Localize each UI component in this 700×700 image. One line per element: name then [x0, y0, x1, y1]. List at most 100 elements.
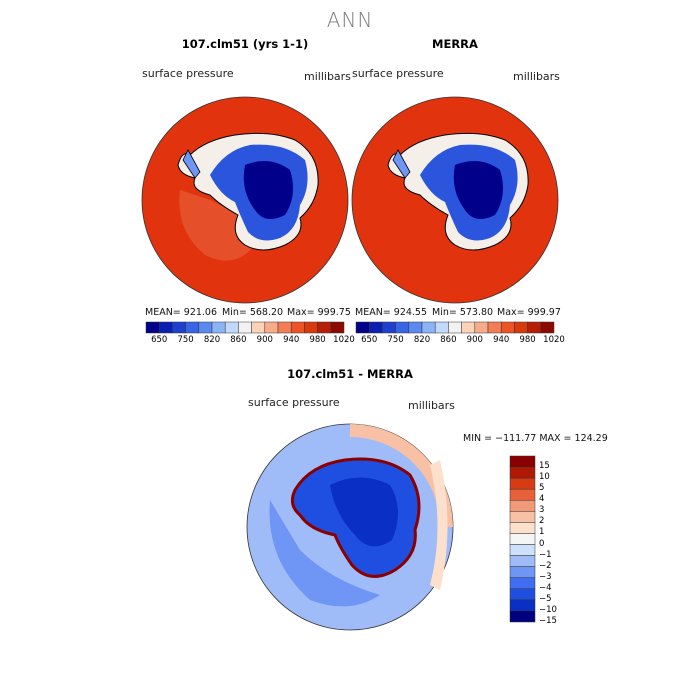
colorbar-swatch [158, 321, 173, 334]
panel-title-diff: 107.clm51 - MERRA [287, 367, 413, 381]
units-label-diff: millibars [408, 399, 455, 412]
units-label-obs: millibars [513, 70, 560, 83]
colorbar-tick-label: −3 [539, 571, 552, 582]
colorbar-swatch [448, 321, 462, 334]
stats-max-obs: Max= 999.97 [497, 307, 561, 318]
colorbar-tick-label: 1020 [543, 335, 565, 345]
colorbar-swatch [290, 321, 305, 334]
colorbar-swatch [509, 522, 536, 534]
stats-min-model: Min= 568.20 [222, 307, 284, 318]
colorbar-tick-label: 980 [519, 335, 536, 345]
colorbar-swatch [509, 610, 536, 623]
colorbar-swatch [172, 321, 186, 334]
units-label-model: millibars [304, 70, 351, 83]
ice-core-model [243, 161, 294, 219]
colorbar-swatch [487, 321, 502, 334]
colorbar-tick-label: 1020 [333, 335, 355, 345]
colorbar-swatch [509, 488, 536, 501]
colorbar-swatch [509, 477, 536, 490]
ocean-anomaly-patch [179, 190, 255, 261]
colorbar-tick-label: 4 [539, 494, 545, 505]
diff-blob-negative [269, 500, 380, 607]
peninsula-model [182, 149, 201, 179]
colorbar-swatch [330, 321, 345, 334]
colorbar-tick-label: 900 [466, 335, 483, 345]
polar-map-model [141, 96, 349, 304]
ice-core-obs [453, 161, 504, 219]
colorbar-model [145, 321, 345, 334]
panel-title-model: 107.clm51 (yrs 1-1) [181, 37, 309, 51]
colorbar-tick-label: −10 [539, 604, 557, 615]
colorbar-swatch [514, 321, 528, 334]
colorbar-swatch [474, 321, 489, 334]
colorbar-swatch [317, 321, 332, 334]
page-title: ANN [326, 8, 374, 32]
colorbar-swatch [509, 500, 536, 512]
panel-title-obs: MERRA [432, 37, 478, 51]
colorbar-tick-label: 820 [413, 335, 431, 345]
field-label-diff: surface pressure [248, 396, 340, 409]
colorbar-tick-label: 940 [283, 335, 300, 345]
colorbar-swatch [509, 588, 536, 601]
colorbar-swatch [540, 321, 555, 334]
colorbar-swatch [509, 455, 536, 468]
colorbar-tick-label: 650 [361, 335, 378, 345]
colorbar-swatch [185, 321, 200, 334]
colorbar-tick-label: 900 [256, 335, 273, 345]
colorbar-tick-label: 3 [539, 505, 545, 516]
colorbar-swatch [211, 321, 226, 334]
colorbar-tick-label: −2 [539, 560, 552, 571]
colorbar-tick-label: 940 [493, 335, 510, 345]
colorbar-swatch [355, 321, 370, 334]
colorbar-tick-label: −15 [539, 616, 557, 626]
colorbar-tick-label: 2 [539, 516, 545, 527]
colorbar-swatch [368, 321, 383, 334]
colorbar-swatch [198, 321, 213, 334]
colorbar-swatch [509, 566, 536, 578]
field-label-obs: surface pressure [352, 67, 444, 80]
colorbar-swatch [509, 544, 536, 556]
stats-mean-obs: MEAN= 924.55 [355, 307, 428, 318]
colorbar-swatch [509, 599, 536, 612]
polar-map-diff [246, 423, 454, 631]
colorbar-tick-label: 0 [539, 538, 545, 549]
colorbar-tick-label: 860 [440, 335, 457, 345]
diff-interior [330, 477, 399, 547]
colorbar-tick-label: 1 [539, 527, 545, 538]
colorbar-swatch [395, 321, 410, 334]
colorbar-swatch [500, 321, 515, 334]
colorbar-swatch [527, 321, 542, 334]
stats-minmax-diff: MIN = −111.77 MAX = 124.29 [463, 433, 608, 444]
colorbar-tick-label: −1 [539, 549, 552, 560]
colorbar-tick-label: 15 [539, 461, 550, 472]
colorbar-swatch [264, 321, 279, 334]
stats-mean-model: MEAN= 921.06 [145, 307, 218, 318]
stats-min-obs: Min= 573.80 [432, 307, 494, 318]
colorbar-obs [355, 321, 555, 334]
colorbar-tick-label: 750 [177, 335, 194, 345]
colorbar-diff [509, 455, 536, 623]
field-label-model: surface pressure [142, 67, 234, 80]
colorbar-swatch [224, 321, 239, 334]
colorbar-tick-label: 650 [151, 335, 168, 345]
colorbar-tick-label: −5 [539, 593, 552, 604]
colorbar-swatch [509, 511, 536, 523]
stats-max-model: Max= 999.75 [287, 307, 351, 318]
colorbar-tick-label: 860 [230, 335, 247, 345]
colorbar-tick-label: 10 [539, 472, 550, 483]
colorbar-tick-label: 5 [539, 483, 545, 494]
colorbar-swatch [461, 321, 476, 334]
colorbar-tick-label: 750 [387, 335, 404, 345]
colorbar-swatch [304, 321, 318, 334]
colorbar-swatch [421, 321, 436, 334]
colorbar-swatch [382, 321, 396, 334]
diff-ring-positive-right [430, 460, 448, 590]
colorbar-swatch [145, 321, 160, 334]
colorbar-tick-label: 820 [203, 335, 221, 345]
colorbar-swatch [509, 466, 536, 479]
polar-map-obs [351, 96, 559, 304]
colorbar-tick-label: 980 [309, 335, 326, 345]
colorbar-tick-label: −4 [539, 582, 552, 593]
colorbar-swatch [408, 321, 423, 334]
